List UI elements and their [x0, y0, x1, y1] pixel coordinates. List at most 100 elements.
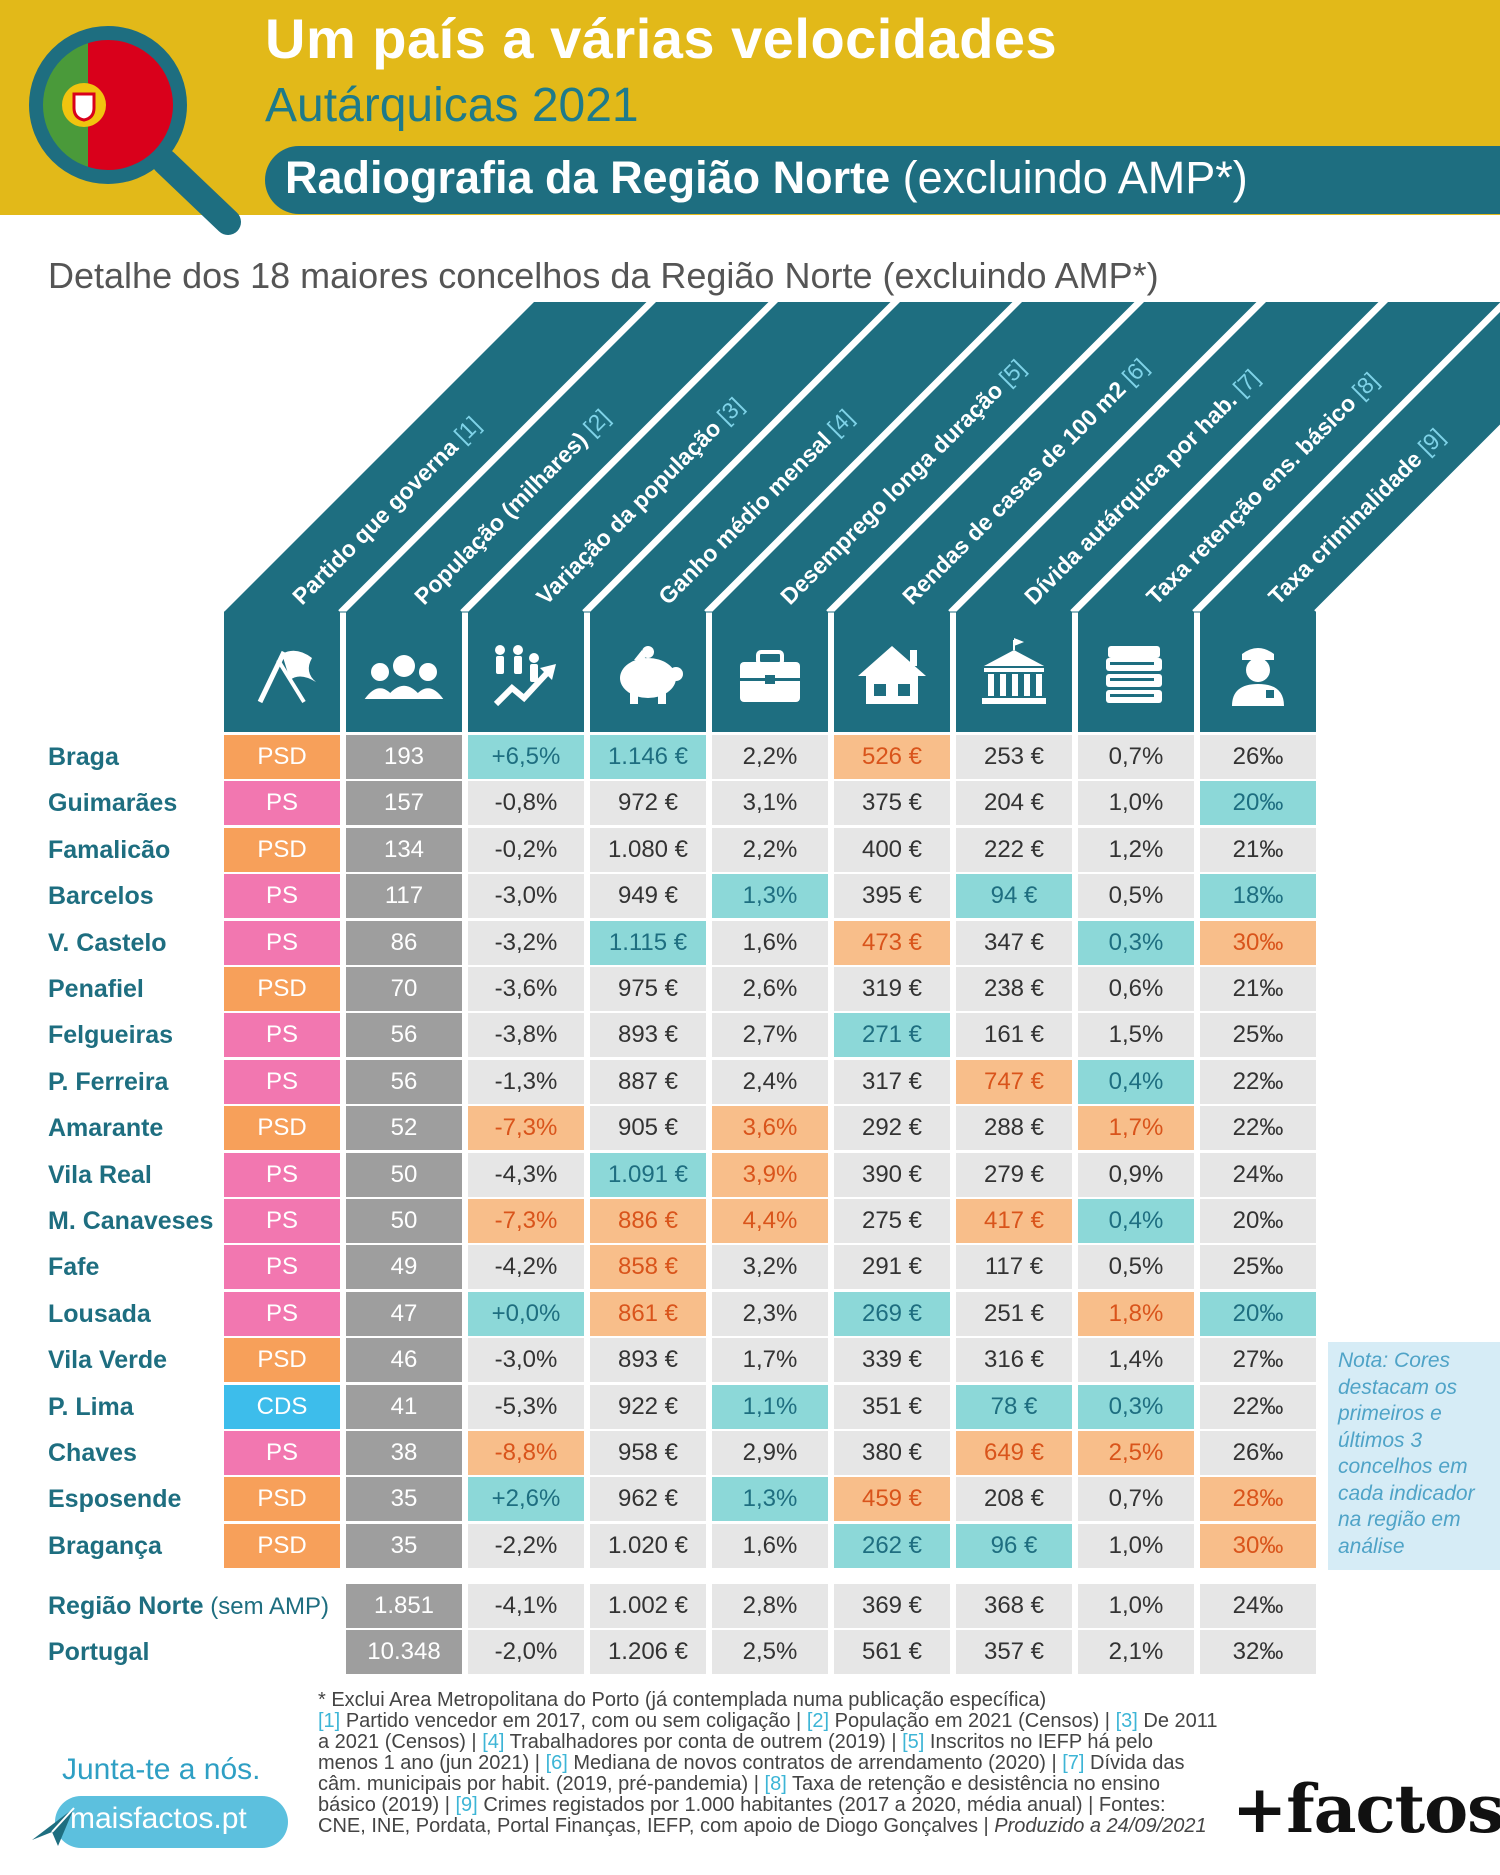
table-cell: -7,3% [468, 1199, 584, 1243]
table-cell: 351 € [834, 1384, 950, 1429]
table-cell: 1,0% [1078, 781, 1194, 826]
table-cell: 3,6% [712, 1106, 828, 1151]
summary-cell: 32‰ [1200, 1630, 1316, 1675]
table-cell: 1,1% [712, 1384, 828, 1429]
table-cell: 3,1% [712, 781, 828, 826]
table-cell: 1.115 € [590, 920, 706, 965]
table-cell: 134 [346, 827, 462, 872]
table-cell: 35 [346, 1477, 462, 1522]
table-cell: 22‰ [1200, 1106, 1316, 1151]
summary-cell: -2,0% [468, 1630, 584, 1675]
table-cell: 1,5% [1078, 1013, 1194, 1058]
table-cell: 47 [346, 1291, 462, 1336]
table-cell: 380 € [834, 1431, 950, 1475]
summary-cell: 2,5% [712, 1630, 828, 1675]
table-cell: 339 € [834, 1338, 950, 1383]
footnote-ref: [2] [806, 1710, 830, 1732]
row-label: Felgueiras [48, 1021, 174, 1050]
table-cell: -3,2% [468, 920, 584, 965]
table-cell: 49 [346, 1245, 462, 1290]
table-cell: PS [224, 920, 340, 965]
footnote-text: Trabalhadores por conta de outrem (2019)… [509, 1731, 897, 1753]
table-cell: 1,3% [712, 874, 828, 919]
summary-row-suffix: (sem AMP) [203, 1593, 329, 1620]
table-cell: 4,4% [712, 1199, 828, 1243]
table-cell: PS [224, 874, 340, 919]
footnote-items: [1] Partido vencedor em 2017, com ou sem… [318, 1711, 1218, 1837]
footnote-produced: Produzido a 24/09/2021 [994, 1815, 1207, 1837]
table-cell: 1.080 € [590, 827, 706, 872]
police-officer-icon [1232, 648, 1284, 706]
table-cell: 1,7% [712, 1338, 828, 1383]
table-cell: 292 € [834, 1106, 950, 1151]
row-label: P. Lima [48, 1392, 134, 1421]
table-cell: 30‰ [1200, 1523, 1316, 1568]
table-cell: 117 € [956, 1245, 1072, 1290]
site-url[interactable]: maisfactos.pt [70, 1802, 247, 1835]
footnote-ref: [8] [764, 1773, 787, 1795]
table-cell: 269 € [834, 1291, 950, 1336]
page-title: Um país a várias velocidades [265, 7, 1058, 70]
table-cell: 1,3% [712, 1477, 828, 1522]
table-cell: 96 € [956, 1523, 1072, 1568]
table-cell: PS [224, 1431, 340, 1475]
table-cell: 1,2% [1078, 827, 1194, 872]
table-cell: 1.091 € [590, 1152, 706, 1197]
footnote-text: Inscritos no IEFP há pelo menos 1 ano (j… [318, 1731, 1154, 1774]
table-cell: -5,3% [468, 1384, 584, 1429]
table-cell: -2,2% [468, 1523, 584, 1568]
table-cell: 861 € [590, 1291, 706, 1336]
table-cell: 56 [346, 1059, 462, 1104]
table-cell: 1,8% [1078, 1291, 1194, 1336]
table-cell: 0,7% [1078, 735, 1194, 779]
table-cell: 22‰ [1200, 1059, 1316, 1104]
table-cell: 1.146 € [590, 735, 706, 779]
section-pill [265, 146, 1500, 214]
summary-cell: 2,8% [712, 1584, 828, 1628]
table-cell: 275 € [834, 1199, 950, 1243]
footnote-text: Mediana de novos contratos de arrendamen… [573, 1752, 1057, 1774]
summary-cell: 1,0% [1078, 1584, 1194, 1628]
table-cell: 0,5% [1078, 874, 1194, 919]
site-link[interactable] [55, 1796, 288, 1848]
table-cell: 0,3% [1078, 1384, 1194, 1429]
summary-cell: 357 € [956, 1630, 1072, 1675]
table-cell: PS [224, 1152, 340, 1197]
summary-cell: -4,1% [468, 1584, 584, 1628]
table-cell: 161 € [956, 1013, 1072, 1058]
footnote-ref: [6] [545, 1752, 568, 1774]
summary-cell: 10.348 [346, 1630, 462, 1675]
piggy-bank-icon [620, 646, 683, 704]
table-cell: 20‰ [1200, 781, 1316, 826]
table-cell: -3,6% [468, 967, 584, 1011]
table-cell: 922 € [590, 1384, 706, 1429]
row-label: Lousada [48, 1299, 151, 1328]
summary-cell: 1.206 € [590, 1630, 706, 1675]
row-label: Vila Verde [48, 1346, 168, 1375]
people-icon [364, 655, 444, 699]
summary-row-label: Portugal [48, 1630, 149, 1674]
footnote-text: Partido vencedor em 2017, com ou sem col… [345, 1710, 802, 1732]
table-cell: 347 € [956, 920, 1072, 965]
table-cell: 0,4% [1078, 1199, 1194, 1243]
flag-icon [257, 650, 316, 704]
table-cell: PSD [224, 827, 340, 872]
table-cell: 35 [346, 1523, 462, 1568]
table-cell: PS [224, 1291, 340, 1336]
table-cell: 1.020 € [590, 1523, 706, 1568]
town-hall-icon [982, 638, 1046, 704]
summary-cell: 368 € [956, 1584, 1072, 1628]
table-cell: -7,3% [468, 1106, 584, 1151]
table-cell: 526 € [834, 735, 950, 779]
table-cell: 975 € [590, 967, 706, 1011]
table-cell: 56 [346, 1013, 462, 1058]
table-cell: 962 € [590, 1477, 706, 1522]
table-cell: 375 € [834, 781, 950, 826]
table-cell: 2,6% [712, 967, 828, 1011]
table-cell: -8,8% [468, 1431, 584, 1475]
table-cell: 2,2% [712, 827, 828, 872]
table-cell: 905 € [590, 1106, 706, 1151]
table-cell: 395 € [834, 874, 950, 919]
table-cell: 157 [346, 781, 462, 826]
table-cell: PS [224, 1245, 340, 1290]
